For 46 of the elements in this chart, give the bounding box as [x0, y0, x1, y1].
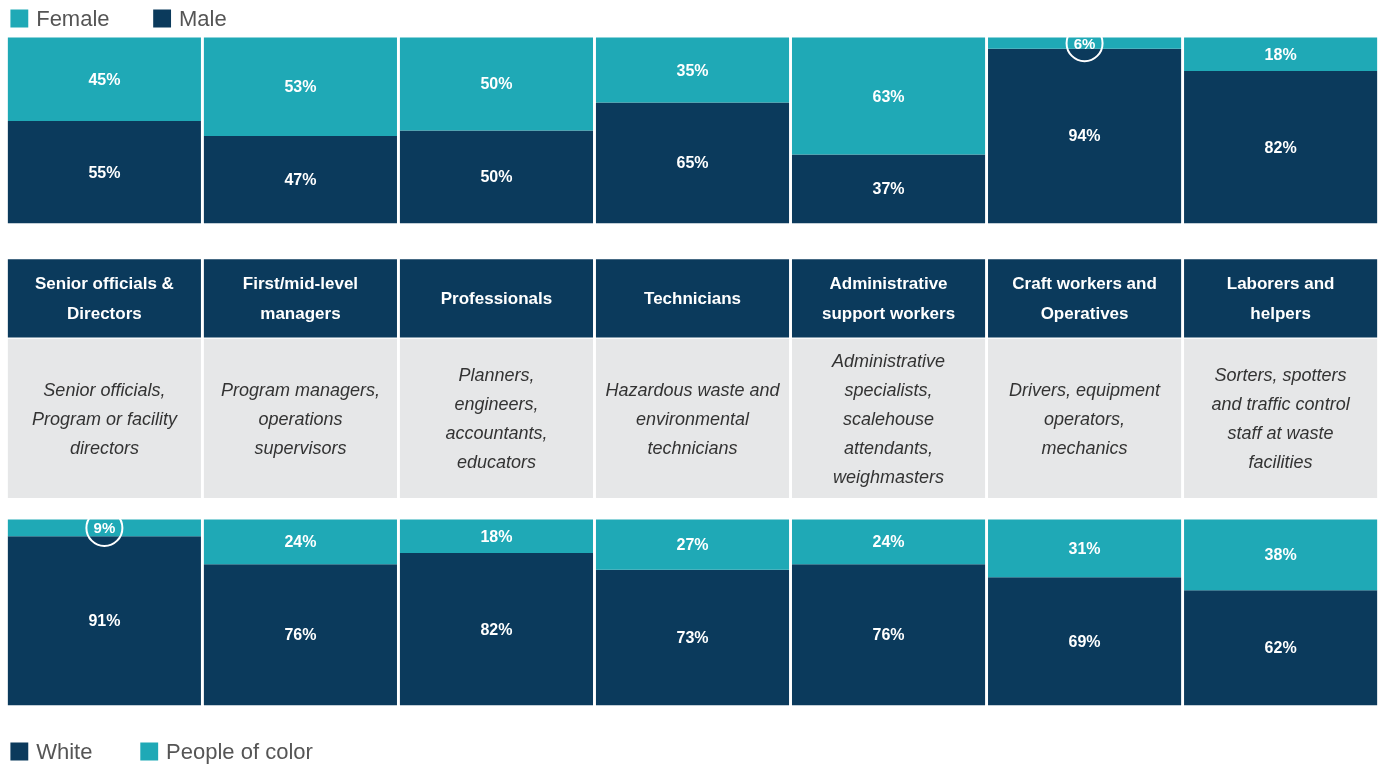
x-tick-label: Technicians	[644, 288, 741, 308]
data-label: 27%	[676, 536, 709, 554]
data-label: 94%	[1068, 127, 1101, 145]
data-label: 24%	[284, 533, 317, 551]
x-tick-label: First/mid-level managers	[242, 274, 359, 323]
data-label: 50%	[480, 75, 513, 93]
data-label: 37%	[872, 180, 905, 198]
text: Hazardous waste and environmental technicians	[605, 379, 781, 458]
data-label: 18%	[1264, 45, 1297, 63]
data-label: 63%	[872, 87, 905, 105]
data-label: 76%	[284, 626, 317, 644]
data-label: 18%	[480, 527, 513, 545]
data-label: 31%	[1068, 539, 1101, 557]
data-label: 65%	[676, 154, 709, 172]
x-tick-label: Senior officials & Directors	[34, 274, 174, 323]
x-tick-label: Administrative support workers	[821, 274, 956, 323]
data-label: 24%	[872, 533, 905, 551]
data-label: 53%	[284, 78, 317, 96]
x-tick-label: Professionals	[440, 288, 553, 308]
x-tick-label: Laborers and helpers	[1226, 274, 1335, 323]
text: Sorters, spotters and traffic control staff at waste facilities	[1211, 365, 1351, 472]
text: Senior officials, Program or facility directors	[31, 379, 178, 458]
legend-label: Female	[36, 6, 110, 32]
data-label: 50%	[480, 168, 513, 186]
data-label: 73%	[676, 628, 709, 646]
text: Program managers, operations supervisors	[220, 379, 380, 458]
legend-label: People of color	[166, 738, 313, 764]
text: Planners, engineers, accountants, educators	[445, 365, 548, 472]
data-label: 47%	[284, 171, 317, 189]
data-label: 55%	[88, 163, 121, 181]
data-label: 91%	[88, 612, 121, 630]
data-label: 82%	[1264, 138, 1297, 156]
data-label: 38%	[1264, 546, 1297, 564]
data-label: 76%	[872, 626, 905, 644]
data-label: 69%	[1068, 632, 1101, 650]
x-tick-label: Craft workers and Operatives	[1012, 274, 1157, 323]
data-label: 82%	[480, 620, 513, 638]
data-label: 6%	[1073, 34, 1096, 52]
data-label: 35%	[676, 61, 709, 79]
data-label: 45%	[88, 70, 121, 88]
legend-label: White	[36, 738, 93, 764]
data-label: 62%	[1264, 639, 1297, 657]
legend-label: Male	[178, 6, 227, 32]
data-label: 9%	[93, 519, 116, 537]
text: Drivers, equipment operators, mechanics	[1009, 379, 1162, 458]
text: Administrative specialists, scalehouse attendants, weighmasters	[831, 350, 946, 487]
